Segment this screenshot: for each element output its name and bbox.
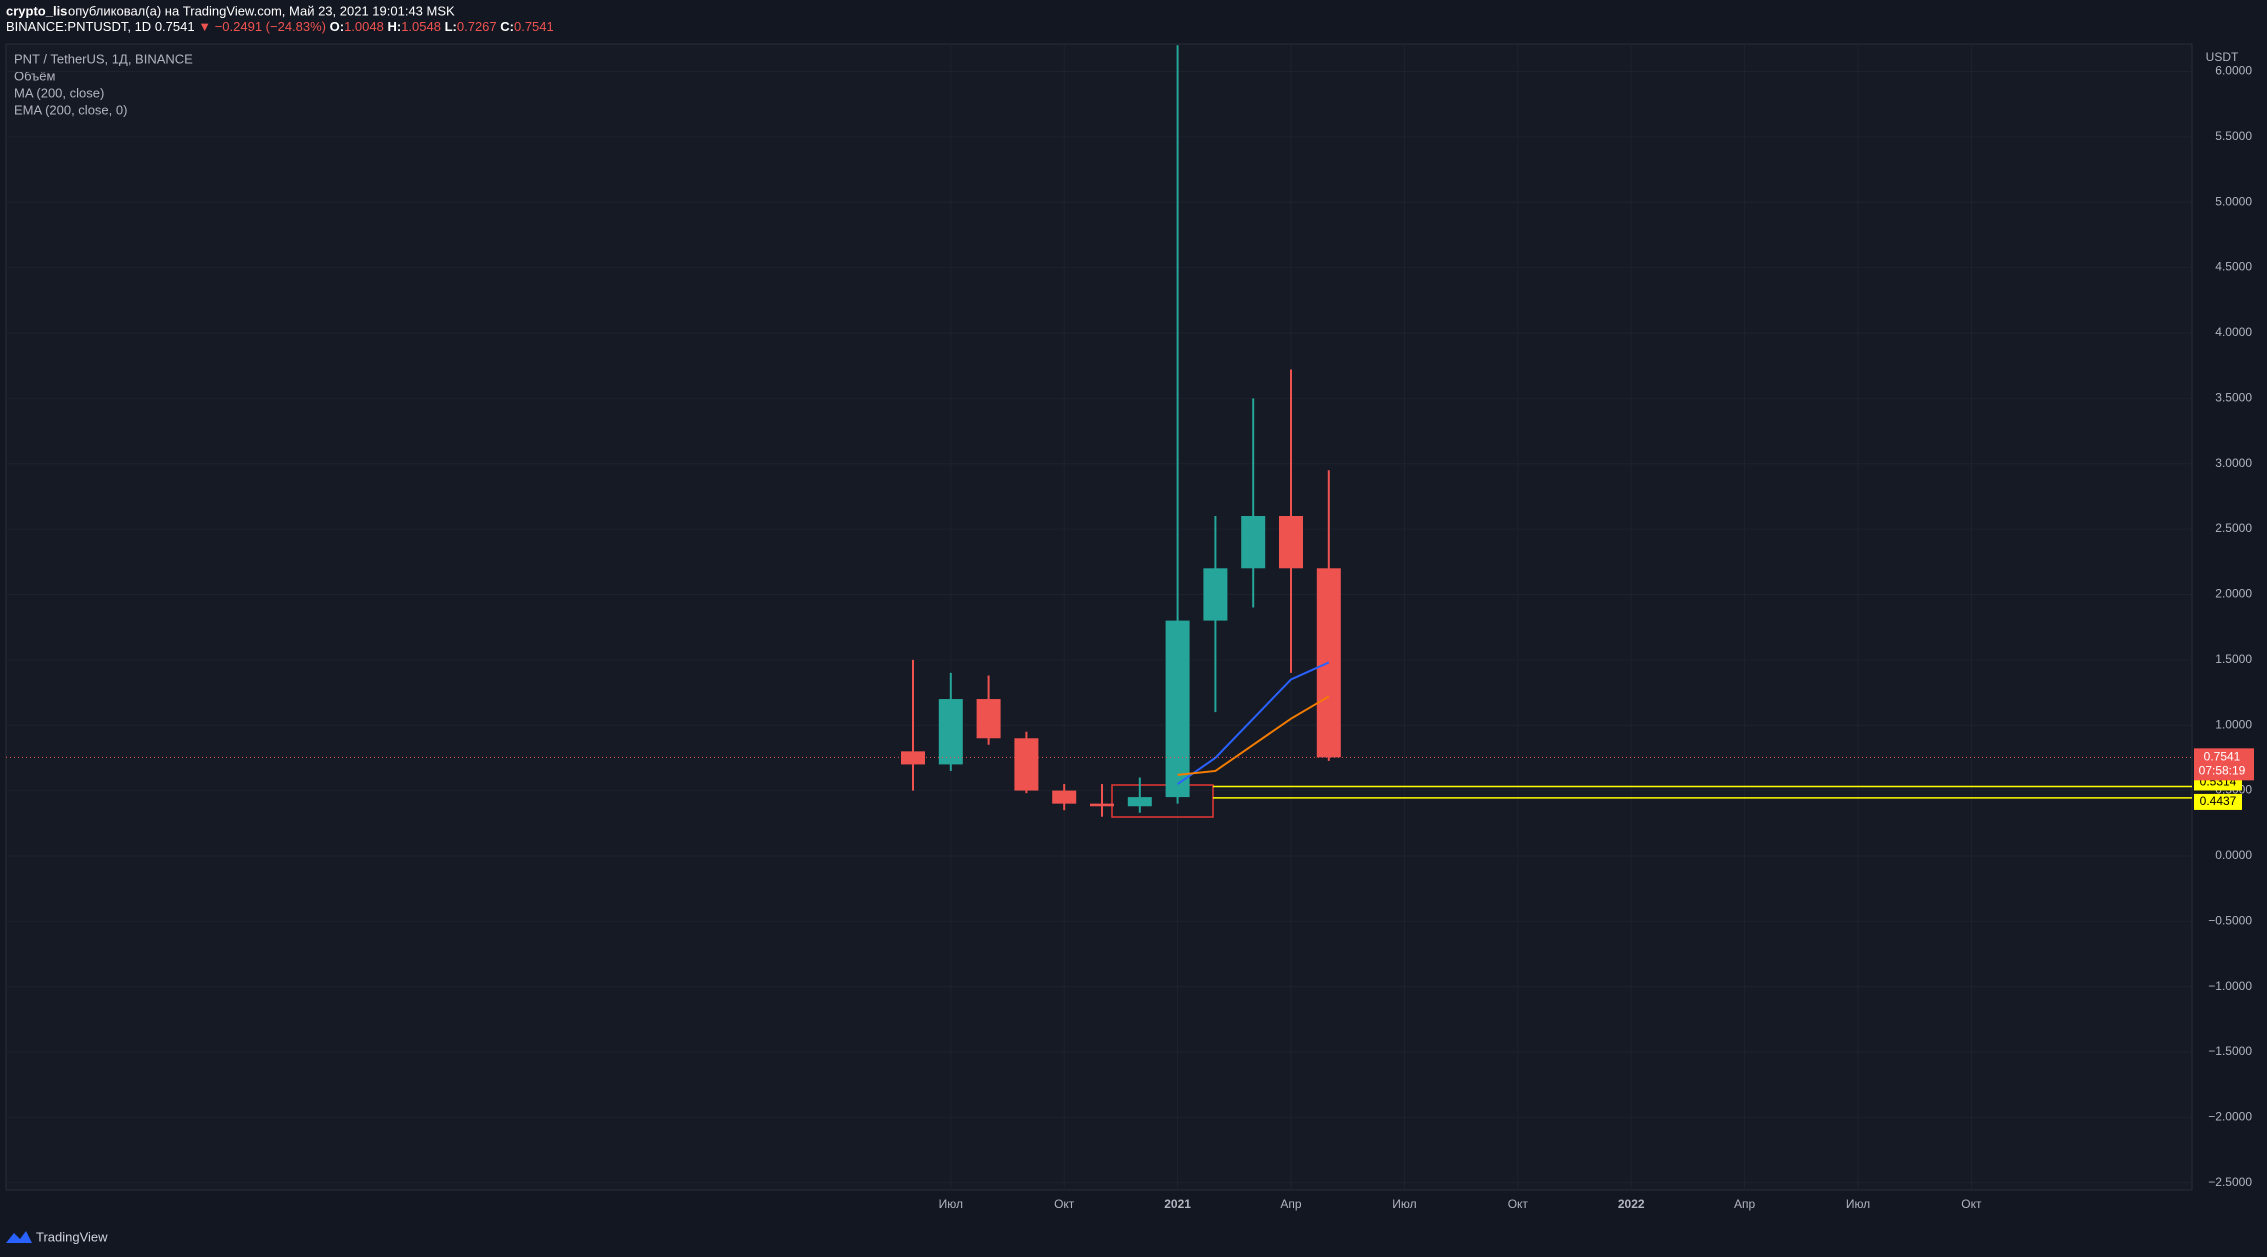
brand-logo	[6, 1231, 32, 1243]
legend-entry: EMA (200, close, 0)	[14, 102, 127, 117]
y-tick-label: 1.5000	[2215, 652, 2252, 666]
x-tick-label: Июл	[1392, 1197, 1416, 1211]
x-tick-label: Июл	[939, 1197, 963, 1211]
ohlc-label: C:	[500, 19, 514, 34]
y-tick-label: 5.0000	[2215, 194, 2252, 208]
ohlc-value: 0.7541	[514, 19, 554, 34]
last-price-tag	[2194, 748, 2254, 781]
candle-body	[938, 699, 963, 765]
x-tick-label: Окт	[1054, 1197, 1075, 1211]
y-tick-label: 3.0000	[2215, 456, 2252, 470]
ohlc-label: O:	[330, 19, 344, 34]
symbol: BINANCE:PNTUSDT, 1D	[6, 19, 151, 34]
y-unit: USDT	[2206, 50, 2239, 64]
ma-line	[1177, 661, 1330, 785]
brand: TradingView	[36, 1229, 108, 1244]
chart-pane	[5, 43, 2193, 1191]
y-tick-label: 2.5000	[2215, 521, 2252, 535]
candle-body	[1052, 790, 1077, 804]
symbol-info: BINANCE:PNTUSDT, 1D 0.7541 ▼ −0.2491 (−2…	[6, 19, 554, 34]
chart-title: PNT / TetherUS, 1Д, BINANCE	[14, 51, 193, 66]
candle-body	[1203, 568, 1228, 621]
volume-legend: Объём	[14, 68, 55, 83]
y-tick-label: −2.5000	[2208, 1175, 2252, 1189]
x-tick-label: Окт	[1961, 1197, 1982, 1211]
candle-body	[976, 699, 1001, 739]
level-label: 0.4437	[2200, 794, 2237, 808]
annotation-box	[1111, 784, 1214, 818]
last-price-label: 0.7541	[2204, 750, 2241, 764]
x-tick-label: Апр	[1280, 1197, 1302, 1211]
y-tick-label: 2.0000	[2215, 587, 2252, 601]
candle-body	[1014, 738, 1039, 791]
ohlc-label: H:	[387, 19, 401, 34]
y-tick-label: −1.0000	[2208, 979, 2252, 993]
x-tick-label: Июл	[1846, 1197, 1870, 1211]
candle-body	[901, 751, 925, 765]
candle-body	[1127, 797, 1152, 807]
y-tick-label: 4.5000	[2215, 260, 2252, 274]
change: ▼ −0.2491 (−24.83%)	[198, 19, 326, 34]
ohlc-label: L:	[445, 19, 457, 34]
ohlc-value: 0.7267	[457, 19, 497, 34]
y-tick-label: −1.5000	[2208, 1044, 2252, 1058]
candle-body	[1090, 803, 1114, 807]
candle-body	[1165, 620, 1190, 798]
x-tick-label: 2022	[1618, 1197, 1645, 1211]
y-tick-label: 4.0000	[2215, 325, 2252, 339]
level-tag	[2194, 793, 2242, 810]
ohlc-value: 1.0048	[344, 19, 384, 34]
countdown: 07:58:19	[2199, 764, 2246, 778]
y-tick-label: −0.5000	[2208, 913, 2252, 927]
x-tick-label: Апр	[1734, 1197, 1756, 1211]
y-tick-label: 1.0000	[2215, 717, 2252, 731]
last-price: 0.7541	[155, 19, 195, 34]
x-tick-label: 2021	[1164, 1197, 1191, 1211]
y-tick-label: 5.5000	[2215, 129, 2252, 143]
y-tick-label: 0.0000	[2215, 848, 2252, 862]
publisher: crypto_lis	[6, 3, 67, 18]
candle-body	[1241, 515, 1266, 569]
y-tick-label: −2.0000	[2208, 1110, 2252, 1124]
x-tick-label: Окт	[1508, 1197, 1529, 1211]
ma-line	[1177, 695, 1330, 776]
y-tick-label: 6.0000	[2215, 64, 2252, 78]
y-tick-label: 3.5000	[2215, 390, 2252, 404]
candle-body	[1279, 515, 1303, 569]
symbol-line: BINANCE:PNTUSDT, 1D 0.7541 ▼ −0.2491 (−2…	[6, 19, 554, 34]
published: опубликовал(а) на TradingView.com, Май 2…	[68, 3, 455, 18]
legend-entry: MA (200, close)	[14, 85, 104, 100]
ohlc-value: 1.0548	[401, 19, 441, 34]
